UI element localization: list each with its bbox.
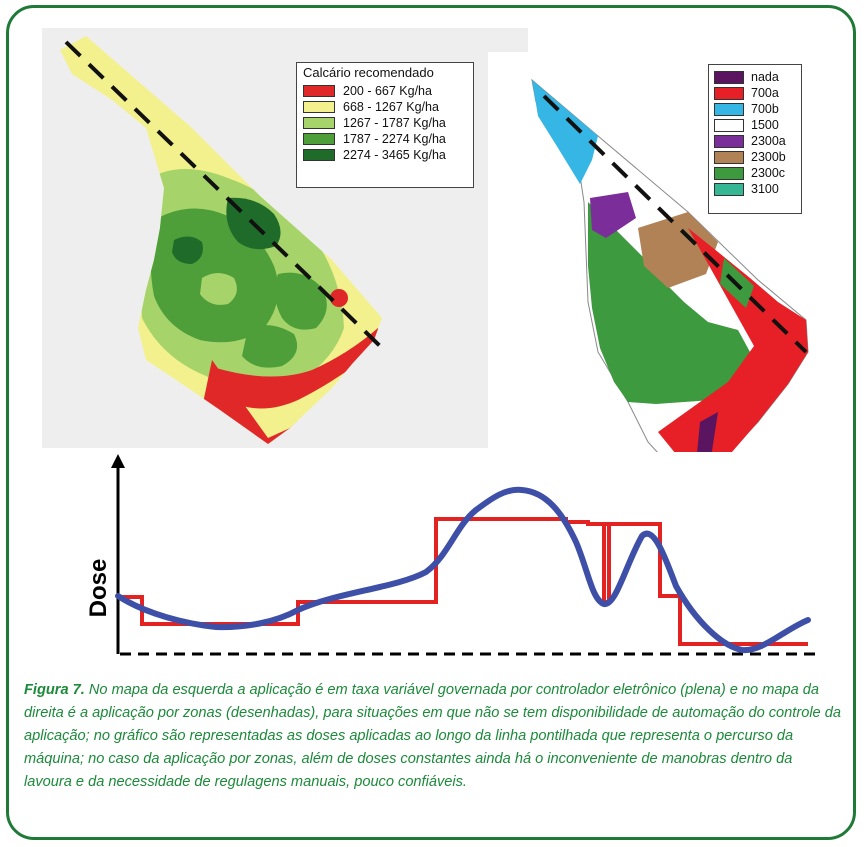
y-axis-label: Dose [85,559,112,618]
lime-legend-item: 668 - 1267 Kg/ha [297,99,473,115]
zone-legend-item: 3100 [709,181,801,197]
zone-legend-item: 1500 [709,117,801,133]
legend-swatch [714,70,744,84]
zone-legend-item: 2300b [709,149,801,165]
lime-legend: Calcário recomendado 200 - 667 Kg/ha 668… [296,62,474,188]
legend-swatch [303,117,335,129]
machine-path-left [64,40,382,348]
legend-swatch [714,182,744,196]
lime-legend-item: 1267 - 1787 Kg/ha [297,115,473,131]
right-field [531,78,809,464]
zone-dose-line [118,517,808,646]
zone-legend-item: nada [709,69,801,85]
y-axis-arrow [111,454,125,468]
caption-label: Figura 7. [24,682,85,698]
zone-legend-item: 2300c [709,165,801,181]
legend-swatch [303,133,335,145]
machine-path-right [542,94,808,354]
variable-dose-line [115,486,811,654]
legend-swatch [714,134,744,148]
figure-caption: Figura 7. No mapa da esquerda a aplicaçã… [24,679,844,794]
lime-legend-item: 200 - 667 Kg/ha [297,83,473,99]
lime-legend-item: 2274 - 3465 Kg/ha [297,147,473,163]
legend-swatch [303,149,335,161]
legend-swatch [714,86,744,100]
lime-legend-item: 1787 - 2274 Kg/ha [297,131,473,147]
legend-swatch [714,150,744,164]
zone-legend-item: 700a [709,85,801,101]
left-lime-map [42,28,528,448]
zone-legend-item: 700b [709,101,801,117]
zone-legend: nada 700a 700b 1500 2300a 2300b 2300c 31… [708,64,802,214]
legend-swatch [303,101,335,113]
zone-legend-item: 2300a [709,133,801,149]
legend-swatch [303,85,335,97]
legend-swatch [714,102,744,116]
dose-chart: Dose [76,452,826,670]
caption-text: No mapa da esquerda a aplicação é em tax… [24,682,841,790]
lime-legend-title: Calcário recomendado [303,65,434,80]
legend-swatch [714,118,744,132]
legend-swatch [714,166,744,180]
